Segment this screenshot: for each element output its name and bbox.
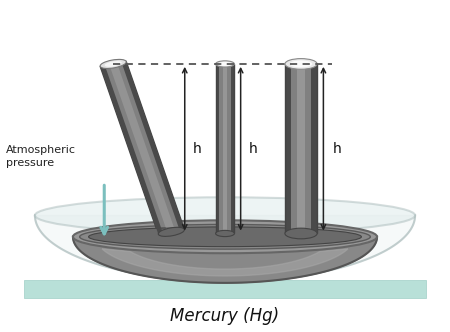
Ellipse shape	[80, 224, 370, 249]
Polygon shape	[102, 249, 348, 276]
Bar	[285, 64, 291, 233]
Ellipse shape	[35, 197, 415, 233]
Polygon shape	[122, 61, 184, 230]
Ellipse shape	[216, 61, 234, 67]
Ellipse shape	[100, 59, 126, 68]
Ellipse shape	[89, 227, 361, 247]
Text: h: h	[249, 142, 257, 156]
Bar	[216, 64, 219, 233]
Polygon shape	[109, 63, 175, 233]
Bar	[216, 64, 234, 233]
Ellipse shape	[285, 59, 317, 69]
Ellipse shape	[218, 62, 232, 66]
Polygon shape	[73, 237, 377, 283]
Bar	[285, 64, 317, 233]
Bar	[297, 64, 305, 233]
Text: h: h	[333, 142, 341, 156]
Bar	[231, 64, 234, 233]
Text: Atmospheric
pressure: Atmospheric pressure	[6, 144, 76, 168]
Polygon shape	[24, 280, 426, 298]
Ellipse shape	[290, 60, 312, 67]
Ellipse shape	[105, 61, 122, 67]
Ellipse shape	[216, 230, 234, 237]
Ellipse shape	[73, 220, 377, 253]
Text: h: h	[193, 142, 202, 156]
Polygon shape	[100, 61, 184, 234]
Polygon shape	[100, 65, 163, 234]
Ellipse shape	[158, 227, 184, 236]
Polygon shape	[35, 215, 415, 281]
Text: Mercury (Hg): Mercury (Hg)	[171, 307, 279, 325]
Bar	[285, 64, 317, 233]
Bar	[311, 64, 317, 233]
Bar	[223, 64, 227, 233]
Bar	[216, 64, 234, 233]
Ellipse shape	[285, 228, 317, 239]
